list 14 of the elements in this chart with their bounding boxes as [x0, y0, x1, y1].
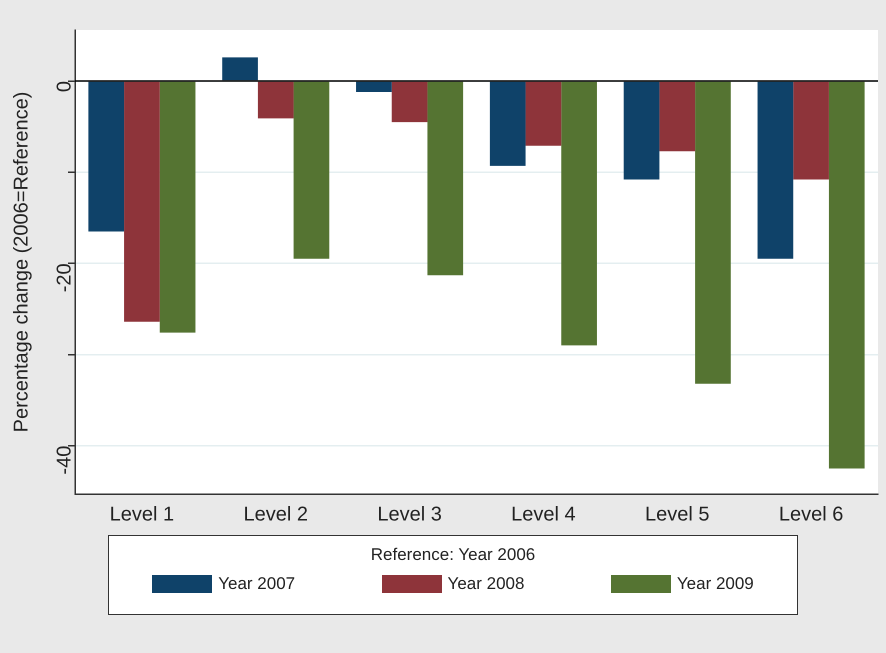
legend-label: Year 2008: [448, 574, 524, 594]
legend-label: Year 2009: [676, 574, 754, 594]
x-tick-label: Level 5: [645, 504, 710, 526]
y-tick-label: -20: [54, 263, 76, 292]
y-axis-title: Percentage change (2006=Reference): [10, 92, 33, 432]
y-tick-label: -40: [54, 446, 76, 475]
x-tick-label: Level 3: [377, 504, 442, 526]
y-tick-label: 0: [54, 81, 76, 92]
x-tick-label: Level 6: [778, 504, 844, 526]
x-tick-label: Level 1: [110, 504, 174, 526]
x-tick-label: Level 4: [511, 504, 576, 526]
legend-title: Reference: Year 2006: [370, 545, 536, 565]
legend-label: Year 2007: [218, 574, 296, 594]
x-tick-label: Level 2: [244, 504, 308, 526]
